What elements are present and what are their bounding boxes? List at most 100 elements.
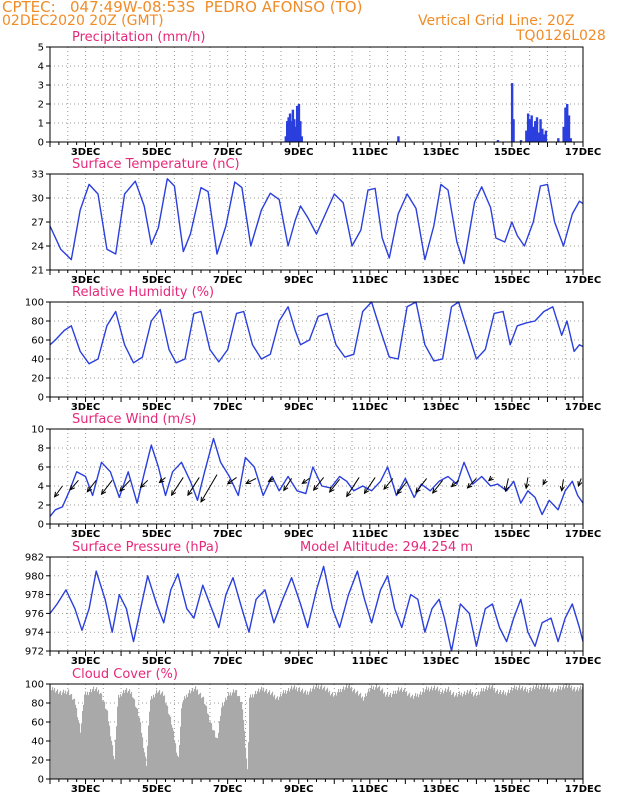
cloud-bar bbox=[326, 689, 328, 779]
cloud-bar bbox=[231, 695, 233, 779]
cloud-bar bbox=[177, 755, 179, 779]
wind-arrow-head bbox=[542, 479, 548, 486]
cloud-bar bbox=[90, 689, 92, 779]
cloud-bar bbox=[194, 688, 196, 779]
cloud-bar bbox=[345, 687, 347, 779]
cloud-bar bbox=[577, 687, 579, 779]
precip-bar bbox=[496, 140, 500, 142]
grid-pressure bbox=[49, 556, 584, 652]
cloud-bar bbox=[267, 693, 269, 779]
series-line-temp bbox=[49, 178, 584, 265]
x-tick-label: 13DEC bbox=[423, 147, 459, 158]
cloud-bar bbox=[100, 692, 102, 779]
cloud-bar bbox=[344, 689, 346, 779]
cloud-bar bbox=[298, 689, 300, 779]
cloud-bar bbox=[214, 730, 216, 779]
wind-arrow-head bbox=[301, 478, 308, 485]
cloud-bar bbox=[359, 694, 361, 779]
cloud-bar bbox=[454, 696, 456, 779]
cloud-bar bbox=[545, 688, 547, 779]
cloud-bar bbox=[169, 715, 171, 779]
precip-bar bbox=[530, 115, 533, 142]
cloud-bar bbox=[365, 693, 367, 779]
y-tick-label: 1 bbox=[38, 119, 44, 130]
y-tick-label: 0 bbox=[38, 393, 44, 404]
cloud-bar bbox=[551, 689, 553, 779]
cloud-bar bbox=[272, 691, 274, 779]
x-tick-label: 17DEC bbox=[565, 147, 601, 158]
cloud-bar bbox=[393, 690, 395, 779]
cloud-bar bbox=[56, 690, 58, 779]
cloud-bar bbox=[102, 700, 104, 779]
cloud-bar bbox=[338, 689, 340, 779]
wind-arrow-head bbox=[226, 479, 233, 485]
wind-arrow bbox=[54, 485, 63, 498]
x-tick-label: 3DEC bbox=[71, 529, 100, 540]
x-tick-label: 11DEC bbox=[352, 784, 388, 795]
x-tick-label: 7DEC bbox=[213, 402, 242, 413]
cloud-bar bbox=[383, 693, 385, 779]
cloud-bar bbox=[366, 696, 368, 779]
x-tick-label: 9DEC bbox=[284, 784, 313, 795]
wind-arrow bbox=[451, 479, 459, 488]
cloud-bar bbox=[85, 691, 87, 779]
cloud-bar bbox=[279, 696, 281, 779]
y-tick-label: 2 bbox=[38, 501, 44, 512]
wind-arrow-head bbox=[170, 490, 177, 497]
y-tick-label: 10 bbox=[31, 425, 44, 436]
y-tick-label: 0 bbox=[38, 138, 44, 149]
x-tick-label: 15DEC bbox=[494, 402, 530, 413]
cloud-bar bbox=[281, 696, 283, 779]
y-tick-label: 4 bbox=[38, 62, 44, 73]
cloud-bar bbox=[463, 693, 465, 779]
cloud-bar bbox=[218, 732, 220, 779]
cloud-bar bbox=[433, 687, 435, 779]
cloud-bar bbox=[492, 684, 494, 779]
x-tick-label: 11DEC bbox=[352, 147, 388, 158]
cloud-bar bbox=[195, 686, 197, 779]
cloud-bar bbox=[462, 696, 464, 779]
x-tick-label: 17DEC bbox=[565, 275, 601, 286]
cloud-bar bbox=[91, 692, 93, 779]
cloud-bar bbox=[105, 708, 107, 779]
cloud-bar bbox=[532, 688, 534, 779]
cloud-bar bbox=[178, 757, 180, 779]
cloud-bar bbox=[497, 689, 499, 779]
wind-arrow-head bbox=[450, 481, 457, 488]
cloud-bar bbox=[114, 759, 116, 779]
cloud-bar bbox=[381, 689, 383, 779]
cloud-bar bbox=[99, 694, 101, 779]
cloud-bar bbox=[120, 694, 122, 779]
cloud-bar bbox=[343, 686, 345, 779]
cloud-bar bbox=[396, 693, 398, 779]
precip-bar bbox=[288, 113, 292, 142]
cloud-bar bbox=[330, 695, 332, 779]
cloud-bar bbox=[348, 685, 350, 779]
cloud-bar bbox=[347, 688, 349, 779]
y-tick-label: 20 bbox=[31, 374, 44, 385]
cloud-bar bbox=[563, 684, 565, 779]
cloud-bar bbox=[186, 694, 188, 779]
cloud-bar bbox=[441, 692, 443, 779]
precip-bar bbox=[300, 136, 303, 142]
panel-title-wind: Surface Wind (m/s) bbox=[72, 412, 196, 427]
cloud-bar bbox=[384, 692, 386, 779]
cloud-bar bbox=[429, 691, 431, 779]
header-station: CPTEC: 047:49W-08:53S PEDRO AFONSO (TO) bbox=[2, 0, 363, 16]
grid-precip bbox=[49, 46, 584, 143]
cloud-bar bbox=[247, 769, 249, 779]
precip-bar bbox=[525, 130, 528, 142]
cloud-bar bbox=[270, 695, 272, 779]
cloud-bar bbox=[445, 688, 447, 779]
cloud-bar bbox=[139, 717, 141, 779]
cloud-bar bbox=[521, 687, 523, 779]
cloud-bar bbox=[438, 691, 440, 779]
cloud-bar bbox=[155, 693, 157, 779]
x-tick-label: 5DEC bbox=[142, 275, 171, 286]
precip-bar bbox=[299, 121, 302, 142]
cloud-bar bbox=[63, 689, 65, 779]
y-tick-label: 33 bbox=[31, 170, 44, 181]
cloud-bar bbox=[275, 699, 277, 779]
x-tick-label: 11DEC bbox=[352, 656, 388, 667]
x-tick-label: 5DEC bbox=[142, 656, 171, 667]
